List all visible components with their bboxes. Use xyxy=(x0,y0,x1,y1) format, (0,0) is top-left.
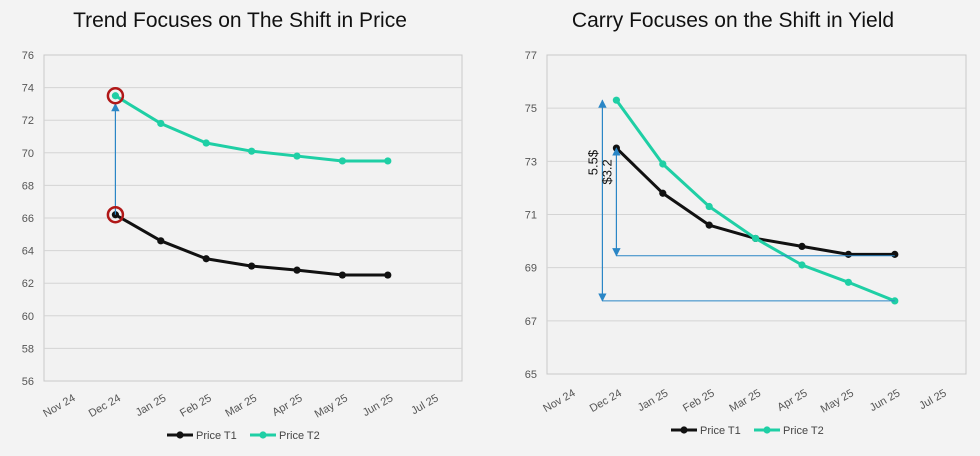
highlight-circle xyxy=(106,205,125,224)
y-tick-label: 75 xyxy=(525,103,537,115)
x-tick-label: Mar 25 xyxy=(223,392,259,420)
legend-marker xyxy=(763,426,771,434)
data-point xyxy=(384,271,392,279)
data-point xyxy=(384,157,392,165)
data-point xyxy=(798,261,806,269)
legend-label: Price T1 xyxy=(700,425,741,437)
x-tick-label: Apr 25 xyxy=(775,387,809,414)
legend-label: Price T2 xyxy=(783,425,824,437)
data-point xyxy=(612,96,621,104)
y-tick-label: 76 xyxy=(22,50,34,62)
legend-marker xyxy=(259,431,267,439)
x-tick-label: Jun 25 xyxy=(361,392,396,419)
x-tick-label: Mar 25 xyxy=(727,387,763,415)
chart-title: Carry Focuses on the Shift in Yield xyxy=(572,9,894,32)
x-axis: Nov 24 Dec 24 Jan 25 Feb 25 Mar 25 Apr 25 May … xyxy=(541,387,948,415)
data-point xyxy=(293,266,301,274)
x-tick-label: Jul 25 xyxy=(917,387,948,412)
spread-label: $3.2 xyxy=(599,159,614,184)
x-tick-label: Jul 25 xyxy=(409,392,440,417)
y-axis: 56 58 60 62 64 66 68 70 72 74 76 xyxy=(22,50,34,388)
x-tick-label: Dec 24 xyxy=(87,392,123,420)
data-point xyxy=(798,242,806,250)
annotation-layer: 5.5$ $3.2 xyxy=(585,99,895,302)
annotation-layer xyxy=(106,87,125,224)
data-point xyxy=(705,221,713,229)
series-layer xyxy=(111,92,392,279)
data-point xyxy=(891,250,899,258)
data-point xyxy=(293,152,301,160)
y-tick-label: 72 xyxy=(22,115,34,127)
y-tick-label: 65 xyxy=(525,369,537,381)
y-tick-label: 60 xyxy=(22,311,34,323)
x-tick-label: Feb 25 xyxy=(178,392,214,420)
y-axis: 65 67 69 71 73 75 77 xyxy=(525,50,537,381)
legend-marker xyxy=(176,431,184,439)
data-point xyxy=(248,147,256,155)
y-tick-label: 64 xyxy=(22,246,34,258)
x-axis: Nov 24 Dec 24 Jan 25 Feb 25 Mar 25 Apr 25 May … xyxy=(41,392,440,420)
x-tick-label: Apr 25 xyxy=(270,392,304,419)
y-tick-label: 58 xyxy=(22,343,34,355)
y-tick-label: 66 xyxy=(22,213,34,225)
legend: Price T1 Price T2 xyxy=(671,425,824,437)
highlight-circle xyxy=(106,87,125,105)
data-point xyxy=(338,271,346,279)
y-tick-label: 73 xyxy=(525,156,537,168)
x-tick-label: Jan 25 xyxy=(636,387,671,414)
data-point xyxy=(111,92,119,100)
legend-marker xyxy=(680,426,688,434)
data-point xyxy=(891,297,899,305)
data-point xyxy=(659,189,667,197)
data-point xyxy=(844,250,853,258)
y-tick-label: 67 xyxy=(525,316,537,328)
data-point xyxy=(248,262,256,270)
y-tick-label: 77 xyxy=(525,50,537,62)
y-tick-label: 69 xyxy=(525,263,537,275)
y-tick-label: 74 xyxy=(22,83,34,95)
chart-trend: Trend Focuses on The Shift in Price 56 58… xyxy=(22,9,463,442)
data-point xyxy=(659,160,667,168)
x-tick-label: Nov 24 xyxy=(41,392,77,420)
x-tick-label: Feb 25 xyxy=(681,387,717,415)
x-tick-label: Jan 25 xyxy=(134,392,169,419)
legend: Price T1 Price T2 xyxy=(167,430,320,442)
series-layer xyxy=(612,96,899,305)
y-tick-label: 62 xyxy=(22,278,34,290)
y-tick-label: 68 xyxy=(22,180,34,192)
data-point xyxy=(157,119,165,128)
chart-title: Trend Focuses on The Shift in Price xyxy=(73,9,407,32)
data-point xyxy=(338,157,346,165)
x-tick-label: Dec 24 xyxy=(588,387,624,415)
y-tick-label: 70 xyxy=(22,148,34,160)
legend-label: Price T2 xyxy=(279,430,320,442)
data-point xyxy=(157,237,165,245)
data-point xyxy=(202,255,210,263)
chart-carry: Carry Focuses on the Shift in Yield 65 67… xyxy=(525,9,967,437)
x-tick-label: May 25 xyxy=(313,392,350,420)
y-tick-label: 56 xyxy=(22,376,34,388)
spread-label: 5.5$ xyxy=(585,149,600,175)
y-tick-label: 71 xyxy=(525,210,537,222)
data-point xyxy=(752,234,760,243)
data-point xyxy=(705,202,713,211)
x-tick-label: Nov 24 xyxy=(541,387,577,415)
legend-label: Price T1 xyxy=(196,430,237,442)
x-tick-label: May 25 xyxy=(819,387,856,415)
data-point xyxy=(844,278,853,286)
x-tick-label: Jun 25 xyxy=(868,387,903,414)
data-point xyxy=(202,139,210,147)
